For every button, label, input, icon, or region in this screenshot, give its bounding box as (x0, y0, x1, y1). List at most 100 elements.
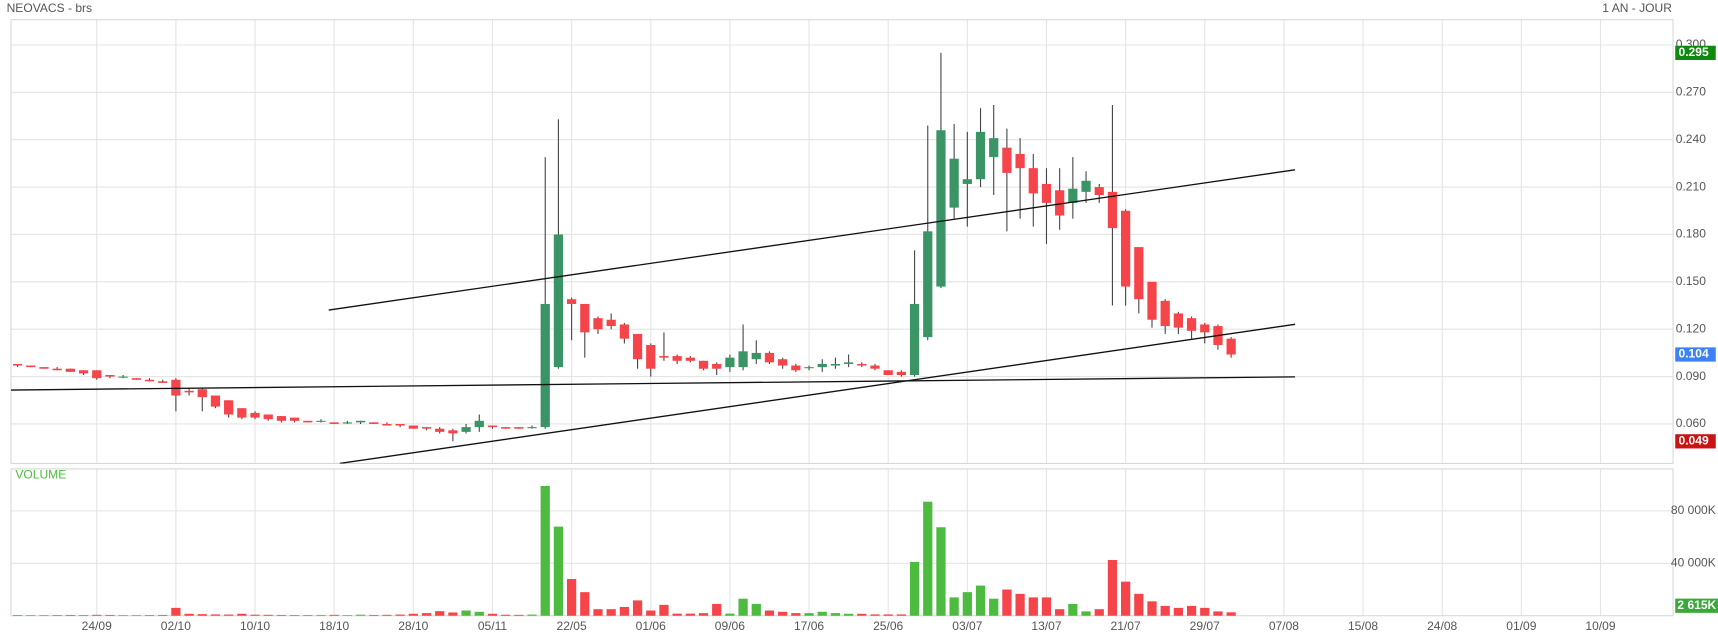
volume-bar (989, 598, 999, 616)
candle-body (131, 378, 141, 380)
volume-bar (224, 614, 234, 616)
x-tick-label: 01/06 (636, 619, 666, 633)
x-tick-label: 17/06 (794, 619, 824, 633)
volume-bar (1094, 609, 1104, 616)
volume-bar (171, 607, 181, 616)
volume-bar (65, 614, 75, 616)
x-tick-label: 25/06 (873, 619, 903, 633)
price-panel (10, 19, 1674, 464)
candle-body (593, 318, 603, 330)
volume-bar (698, 613, 709, 616)
volume-bar (764, 610, 775, 616)
candle-body (857, 363, 867, 366)
candle-body (395, 423, 405, 426)
volume-bar (1160, 605, 1170, 616)
candle-body (606, 319, 616, 327)
candle-body (435, 428, 445, 432)
volume-bar (672, 613, 682, 616)
volume-bar (619, 606, 629, 616)
candle-body (118, 376, 128, 378)
volume-bar (39, 615, 49, 616)
x-tick-label: 02/10 (161, 619, 191, 633)
candle-body (1107, 191, 1118, 229)
price-marker (1675, 347, 1716, 362)
marks (12, 52, 1236, 616)
labels: 0.060 0.090 0.120 0.150 0.180 0.210 0.240 0.270… (82, 37, 1718, 633)
volume-bar (870, 614, 880, 616)
y-tick-label: 0.240 (1676, 132, 1706, 146)
volume-bar (501, 614, 511, 616)
y-tick-label: 0.060 (1676, 416, 1706, 430)
candle-body (1134, 247, 1144, 300)
volume-bar (421, 613, 432, 616)
candle-body (92, 370, 102, 379)
volume-bar (303, 615, 313, 616)
volume-bar (144, 615, 155, 616)
volume-bar (514, 614, 524, 616)
candle-body (158, 381, 168, 383)
candle-body (962, 179, 972, 184)
candle-body (764, 352, 775, 363)
volume-bar (830, 613, 841, 616)
volume-bar (250, 614, 260, 616)
volume-bar (105, 614, 115, 616)
volume-bar (1134, 593, 1144, 616)
x-tick-label: 22/05 (557, 619, 587, 633)
candle-body (830, 363, 841, 366)
candle-body (39, 367, 49, 369)
volume-bar (646, 610, 656, 616)
candle-body (105, 375, 115, 377)
volume-bar (712, 603, 722, 616)
candle-body (514, 427, 524, 429)
period: 1 AN - JOUR (1602, 1, 1672, 15)
volume-bar (1081, 611, 1091, 616)
x-tick-label: 10/09 (1585, 619, 1615, 633)
volume-bar (1186, 605, 1197, 616)
candle-body (78, 370, 89, 374)
volume-bar (118, 615, 128, 616)
candle-body (408, 425, 418, 429)
candle-body (1094, 187, 1104, 195)
volume-bar (1147, 601, 1157, 616)
candle-body (1002, 147, 1012, 173)
candle-body (1226, 338, 1236, 355)
volume-bar (1055, 609, 1065, 616)
volume-bar (1107, 560, 1118, 616)
volume-tick-label: 80 000K (1671, 503, 1716, 517)
candle-body (210, 395, 221, 407)
x-tick-label: 01/09 (1506, 619, 1536, 633)
candle-body (250, 412, 260, 418)
candle-body (1028, 168, 1038, 194)
volume-bar (408, 613, 418, 616)
candle-body (540, 303, 550, 428)
candle-body (553, 234, 564, 368)
volume-bar (1173, 607, 1183, 616)
volume-bar (435, 611, 445, 616)
candle-body (1186, 318, 1197, 331)
volume-bar (289, 615, 300, 616)
volume-bar (1068, 603, 1078, 616)
volume-bar (923, 501, 933, 616)
candle-body (144, 379, 155, 382)
volume-bar (725, 613, 735, 616)
volume-bar (395, 614, 405, 616)
candle-body (698, 360, 709, 369)
price-marker (1675, 434, 1716, 449)
volume-bar (527, 614, 537, 616)
volume-bar (474, 611, 484, 616)
volume-bar (778, 611, 788, 616)
volume-bar (329, 614, 339, 616)
volume-bar (210, 614, 221, 616)
volume-bar (843, 613, 854, 616)
volume-marker (1675, 598, 1718, 613)
volume-bar (12, 615, 23, 616)
volume-bar (1002, 589, 1012, 616)
candle-body (1147, 281, 1157, 320)
candle-body (778, 359, 788, 366)
volume-bar (896, 614, 906, 616)
volume-bar (975, 585, 986, 616)
x-tick-label: 15/08 (1348, 619, 1378, 633)
volume-bar (316, 614, 326, 616)
y-tick-label: 0.090 (1676, 369, 1706, 383)
